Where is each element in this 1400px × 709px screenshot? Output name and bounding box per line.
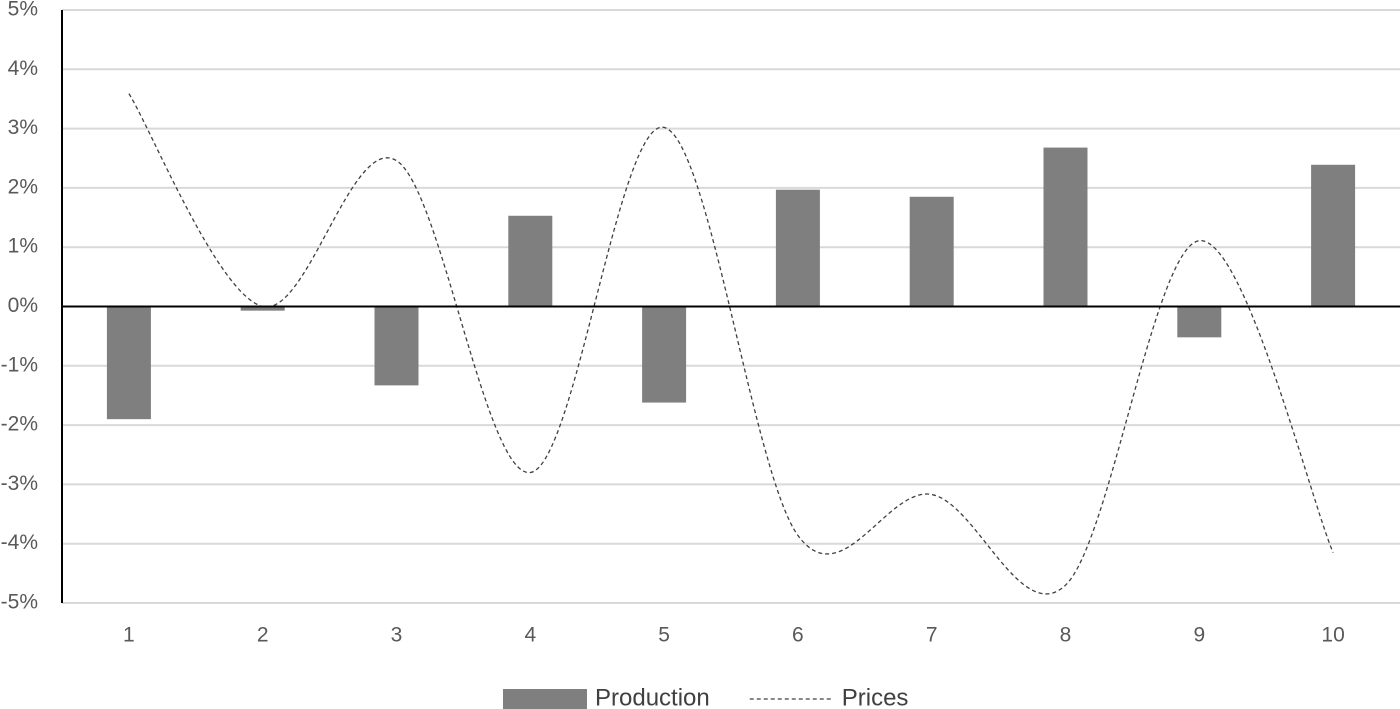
bar (1043, 147, 1088, 307)
x-tick-label: 10 (1321, 624, 1344, 647)
bar (106, 306, 151, 420)
y-tick-label: -1% (1, 353, 38, 376)
bar (374, 306, 419, 386)
x-tick-label: 6 (792, 624, 804, 647)
y-tick-label: 1% (8, 235, 38, 258)
y-tick-label: -5% (1, 591, 38, 614)
bar (642, 306, 687, 403)
x-tick-label: 1 (123, 624, 135, 647)
x-tick-label: 9 (1193, 624, 1205, 647)
price-line (128, 93, 1334, 595)
x-tick-label: 2 (257, 624, 269, 647)
y-tick-label: 5% (8, 0, 38, 21)
y-tick-label: -3% (1, 472, 38, 495)
x-tick-label: 7 (926, 624, 938, 647)
y-tick-label: 3% (8, 116, 38, 139)
y-tick-label: -4% (1, 531, 38, 554)
x-tick-label: 4 (524, 624, 536, 647)
bar (1311, 164, 1356, 307)
y-tick-label: 0% (8, 294, 38, 317)
y-tick-label: -2% (1, 413, 38, 436)
legend-swatch (503, 689, 587, 709)
x-tick-label: 3 (391, 624, 403, 647)
bar (909, 196, 954, 307)
x-tick-label: 8 (1060, 624, 1072, 647)
bar (240, 306, 285, 311)
legend-label: Production (595, 684, 710, 709)
y-tick-label: 2% (8, 175, 38, 198)
y-tick-label: 4% (8, 57, 38, 80)
x-tick-label: 5 (658, 624, 670, 647)
legend-label: Prices (842, 684, 909, 709)
bar (775, 189, 820, 307)
bar (508, 215, 553, 307)
bar (1177, 306, 1222, 338)
